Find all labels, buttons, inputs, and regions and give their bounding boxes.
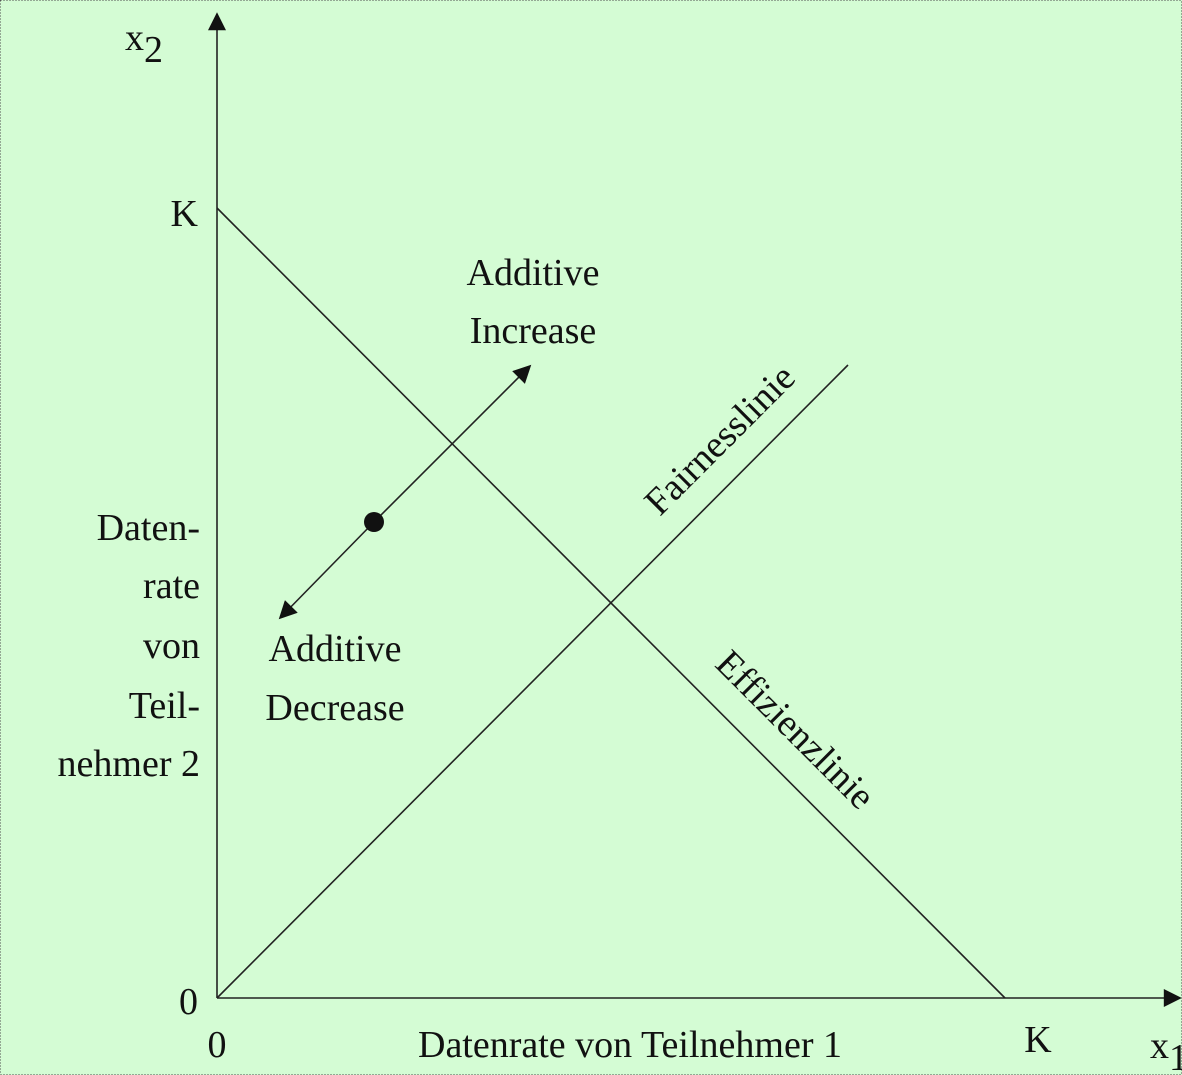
operating-point — [364, 512, 384, 532]
decrease-arrow — [278, 521, 375, 620]
x-tick-label: 0 — [208, 1024, 227, 1066]
efficiency-label: Effizienzlinie — [707, 642, 882, 817]
text-part: x — [125, 17, 144, 59]
increase-label: Increase — [470, 310, 597, 352]
y-axis-label: Teil- — [129, 685, 200, 727]
y-axis-label: nehmer 2 — [58, 743, 200, 785]
decrease-label: Additive — [269, 628, 402, 670]
y-axis-label: Daten- — [97, 507, 200, 549]
x-axis-name: x1 — [1150, 1025, 1182, 1075]
fairness-line — [216, 364, 849, 999]
y-axis-name: x2 — [125, 17, 163, 71]
text-part: 1 — [1169, 1037, 1182, 1075]
increase-label: Additive — [467, 252, 600, 294]
y-axis-label: rate — [143, 565, 200, 607]
x-axis-label: Datenrate von Teilnehmer 1 — [418, 1024, 842, 1066]
y-axis-label: von — [143, 625, 200, 667]
fairness-label: Fairnesslinie — [636, 356, 803, 523]
x-tick-label: K — [1024, 1019, 1052, 1061]
y-tick-label: 0 — [179, 981, 198, 1023]
text-part: x — [1150, 1025, 1169, 1067]
y-tick-label: K — [171, 193, 199, 235]
increase-arrow — [373, 364, 532, 523]
text-part: 2 — [144, 29, 163, 71]
decrease-label: Decrease — [265, 687, 404, 729]
